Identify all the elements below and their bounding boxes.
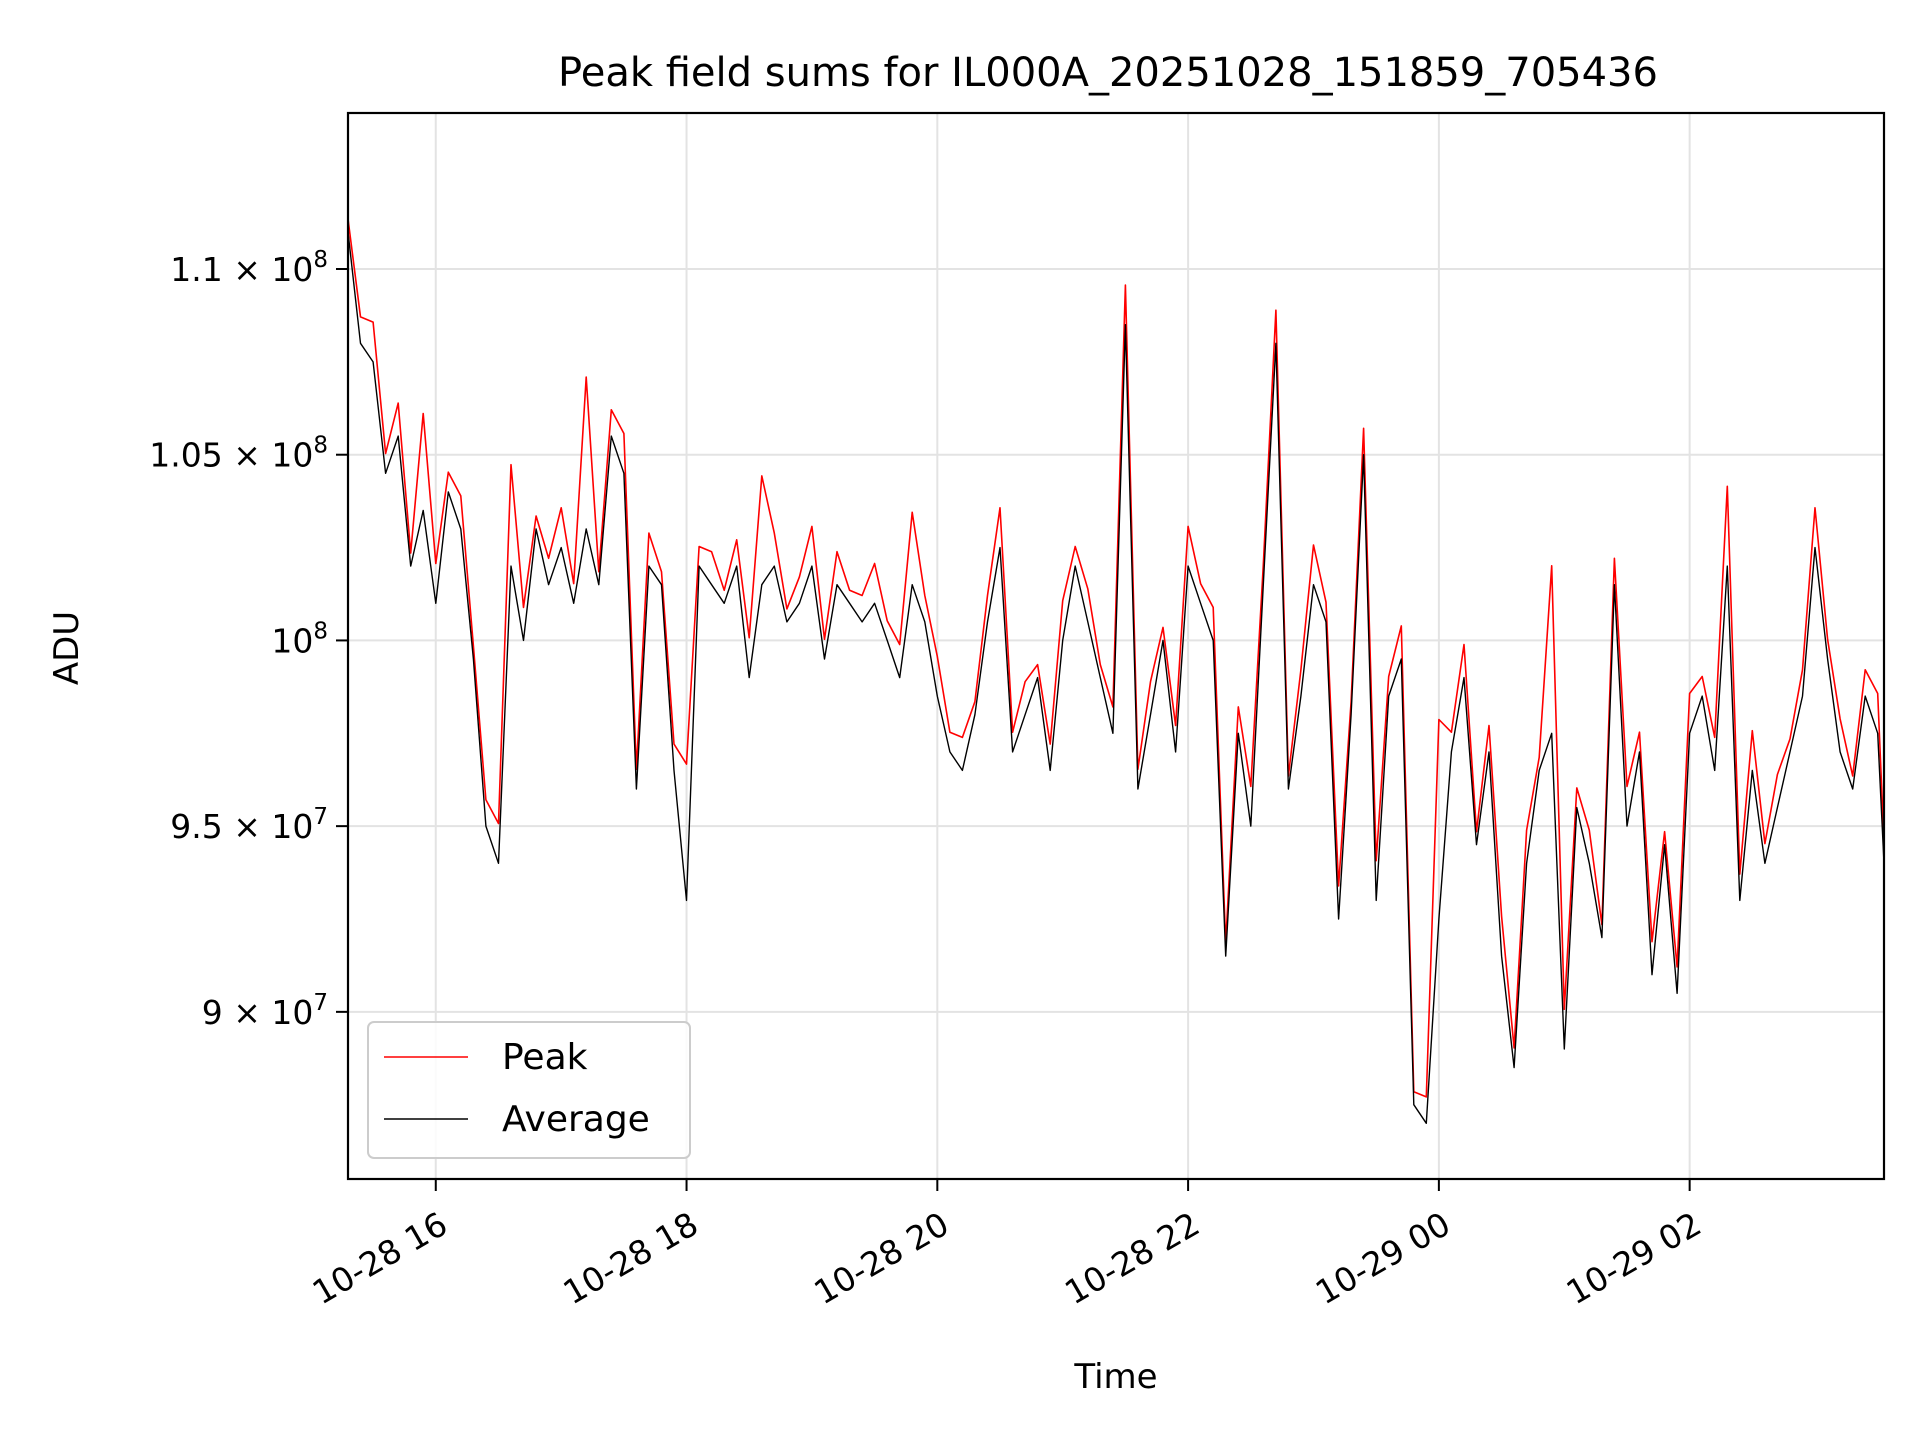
legend: Peak Average [367,1021,691,1159]
y-tick-label: 9 × 107 [202,990,328,1032]
y-tick-label: 1.1 × 108 [170,247,328,289]
y-axis-label: ADU [47,611,87,685]
series-line-peak [347,218,1885,1098]
legend-frame [367,1021,691,1159]
x-axis-label: Time [1073,1357,1157,1397]
y-tick-label: 108 [271,618,328,660]
y-tick-label: 1.05 × 108 [149,433,328,475]
legend-label-peak: Peak [502,1037,588,1078]
chart-title: Peak field sums for IL000A_20251028_1518… [558,50,1658,96]
legend-label-average: Average [502,1099,650,1140]
y-tick-label: 9.5 × 107 [170,804,328,846]
plot-area-frame [346,111,1886,1181]
series-layer [347,218,1885,1125]
series-line-average [347,231,1885,1125]
